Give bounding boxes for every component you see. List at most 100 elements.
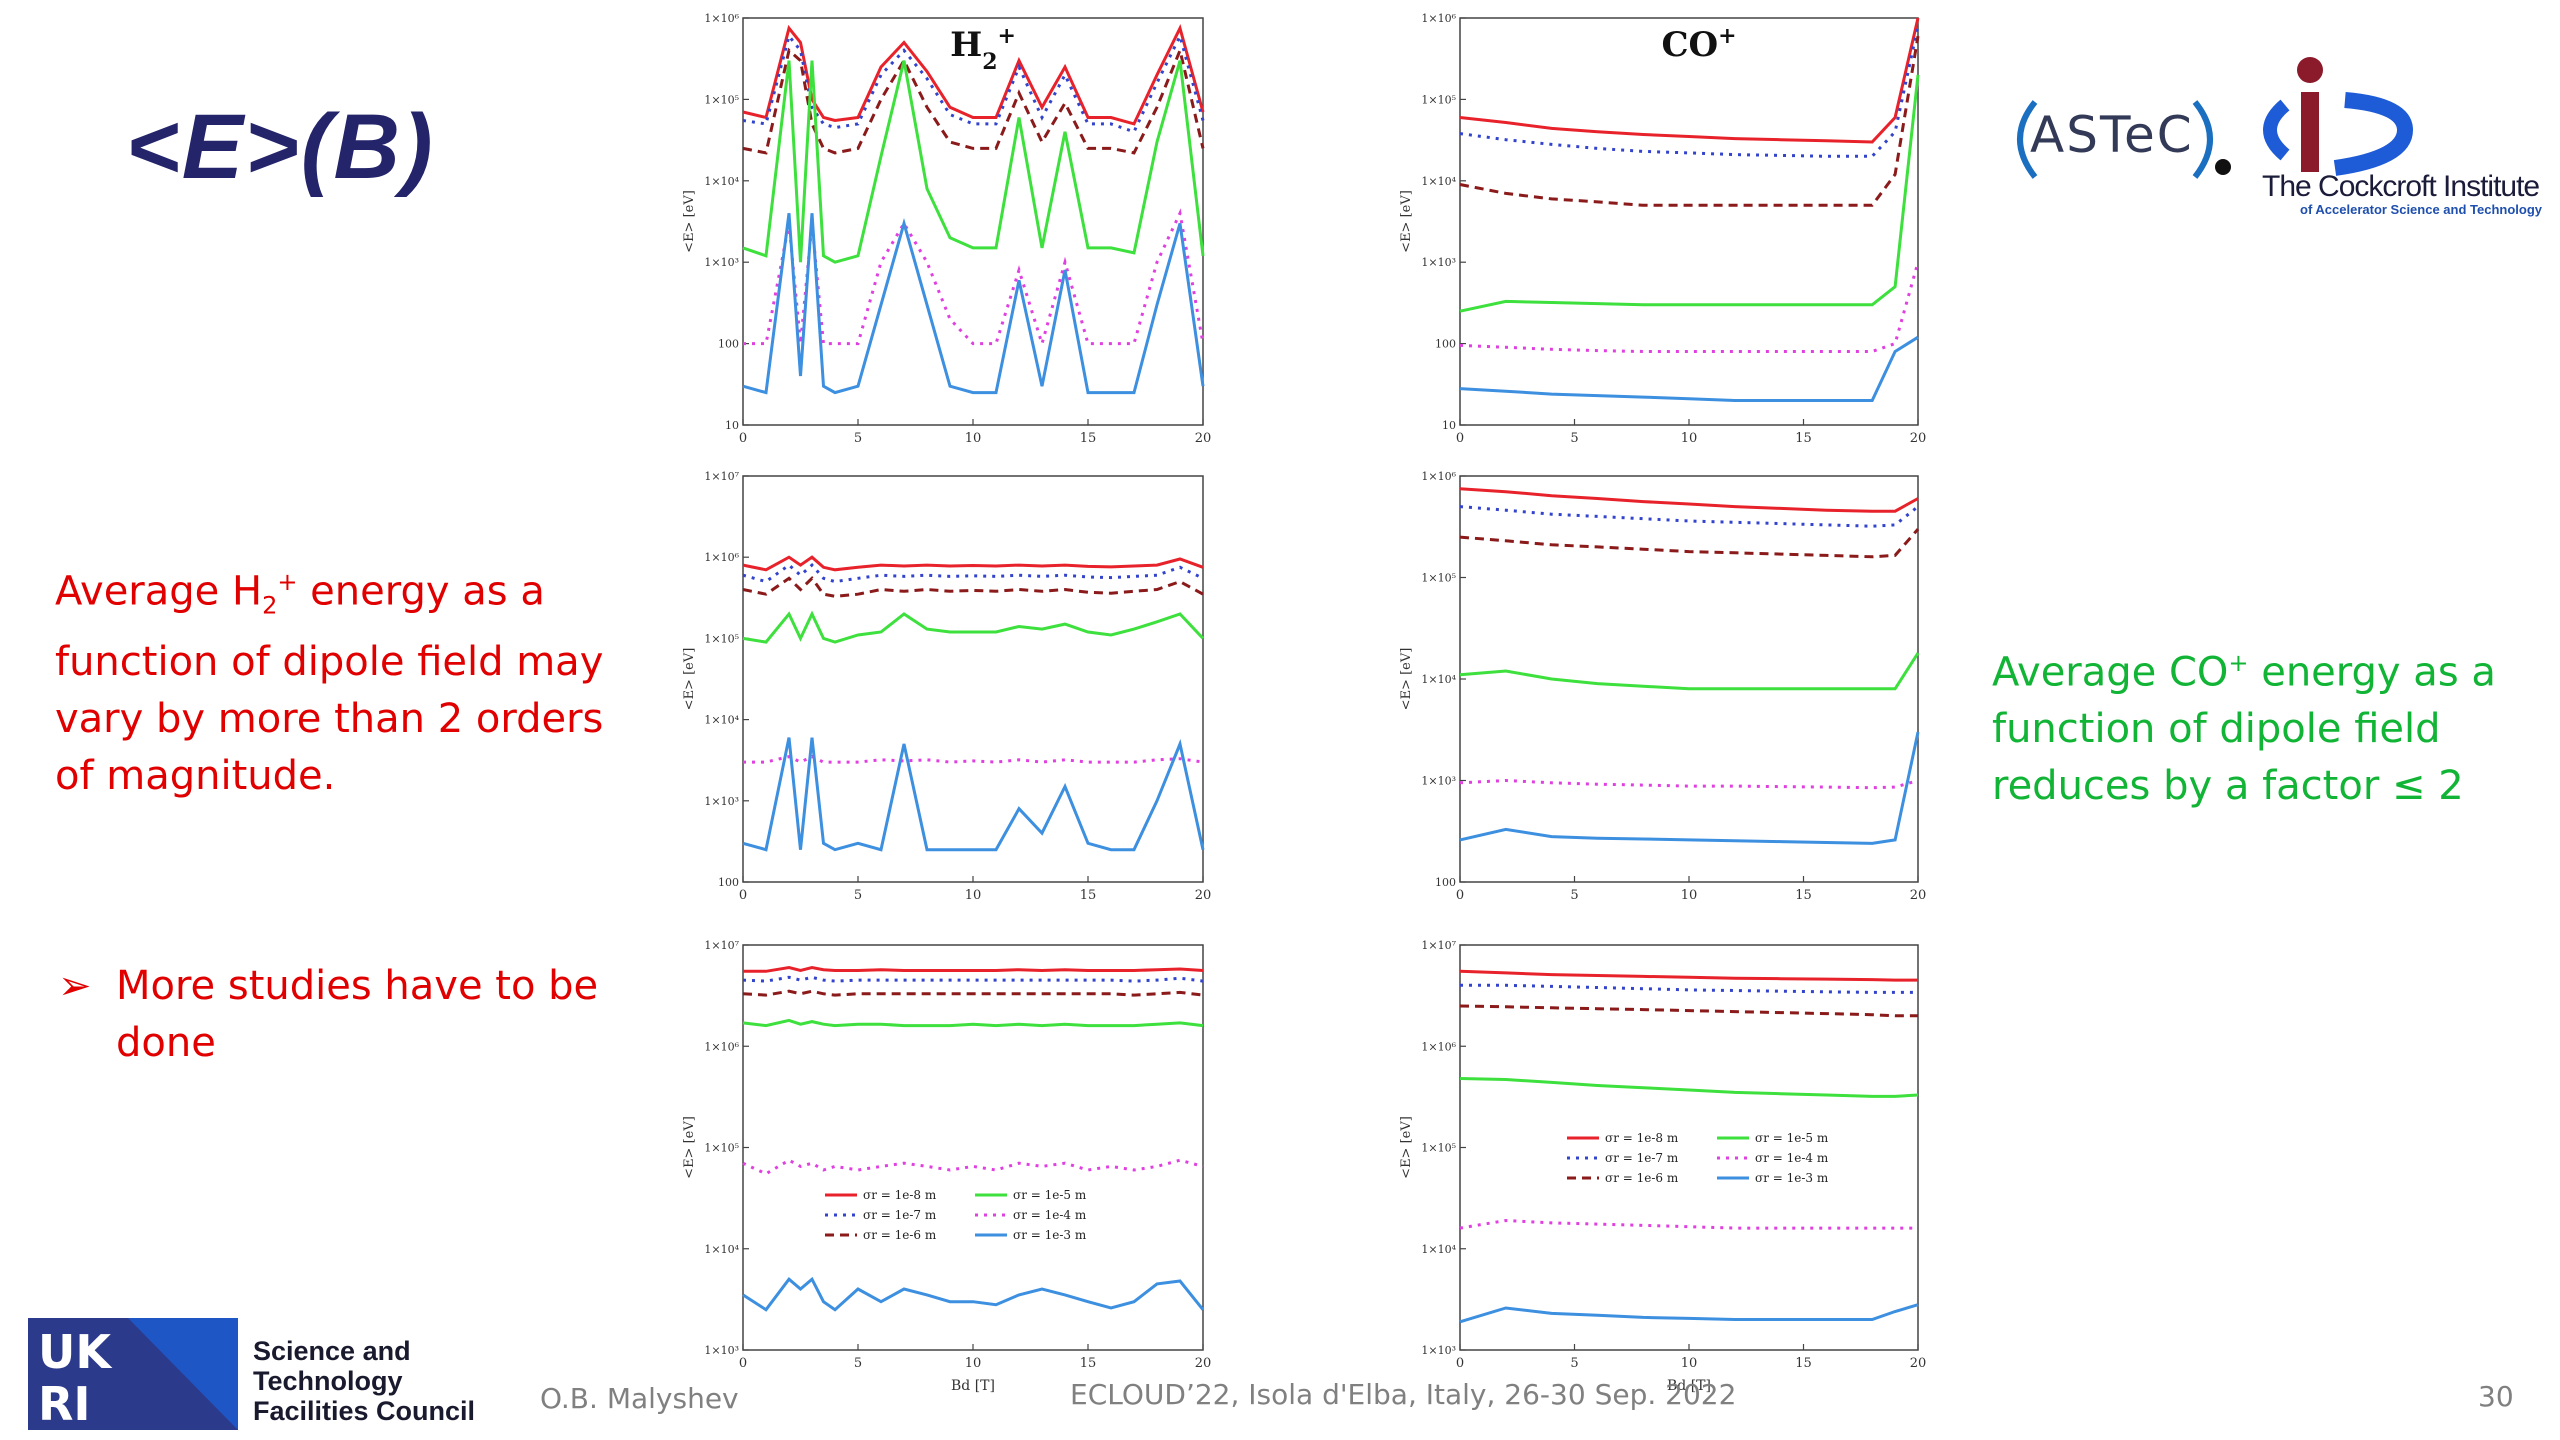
cockcroft-logo	[2263, 57, 2414, 176]
y-tick-label: 1×10⁶	[704, 1040, 739, 1053]
x-tick-label: 0	[739, 1356, 747, 1371]
bullet-text: More studies have to be done	[116, 963, 599, 1066]
series-line	[742, 23, 1205, 126]
series-line	[742, 576, 1204, 598]
y-tick-label: 1×10⁵	[1421, 93, 1456, 106]
x-tick-label: 15	[1080, 1356, 1097, 1371]
ukri-logo: UK RI	[28, 1318, 238, 1430]
series-line	[1459, 1077, 1919, 1098]
x-tick-label: 5	[1570, 431, 1578, 446]
series-line	[1459, 528, 1920, 559]
y-tick-label: 1×10⁵	[704, 93, 739, 106]
x-tick-label: 20	[1910, 431, 1927, 446]
y-tick-label: 1×10⁵	[704, 1142, 739, 1155]
chart-h2-top: 10 100 1×10³ 1×10⁴ 1×10⁵ 1×10⁶ 0 5 10 15 20 <E> [eV…	[682, 12, 1211, 446]
series-line	[1459, 74, 1920, 313]
series-line	[743, 754, 1204, 764]
svg-text:UK: UK	[38, 1325, 113, 1379]
legend-label: σr = 1e-5 m	[1755, 1131, 1829, 1145]
y-tick-label: 1×10⁵	[1421, 572, 1456, 585]
series-line	[742, 31, 1205, 134]
plot-frame	[742, 475, 1204, 883]
footer-author: O.B. Malyshev	[540, 1382, 739, 1415]
y-tick-label: 1×10⁵	[1421, 1142, 1456, 1155]
chart-h2-bot: 1×10³ 1×10⁴ 1×10⁵ 1×10⁶ 1×10⁷ 0 5 10 15 20 <E> [eV…	[682, 939, 1211, 1394]
y-tick-label: 1×10⁴	[704, 1243, 739, 1256]
legend-label: σr = 1e-8 m	[863, 1188, 937, 1202]
x-tick-label: 0	[739, 431, 747, 446]
plot-frame	[742, 944, 1204, 1351]
y-tick-label: 1×10⁷	[704, 939, 739, 952]
bullet-note: ➢ More studies have to be done	[58, 958, 618, 1072]
x-axis-label: Bd [T]	[1667, 1378, 1711, 1394]
x-axis-label: Bd [T]	[951, 1378, 995, 1394]
x-tick-label: 5	[1570, 1356, 1578, 1371]
x-tick-label: 5	[854, 888, 862, 903]
arrow-bullet-icon: ➢	[58, 963, 92, 1009]
x-tick-label: 0	[739, 888, 747, 903]
series-line	[1459, 505, 1919, 528]
series-line	[743, 965, 1204, 973]
y-tick-label: 100	[1435, 338, 1456, 351]
y-tick-label: 1×10⁷	[1421, 939, 1456, 952]
chart-h2-mid: 100 1×10³ 1×10⁴ 1×10⁵ 1×10⁶ 1×10⁷ 0 5 10 15 20 <E> …	[682, 470, 1211, 903]
series-line	[742, 737, 1205, 852]
series-line	[742, 213, 1205, 395]
legend-label: σr = 1e-6 m	[1605, 1171, 1679, 1185]
series-line	[1459, 17, 1920, 144]
y-axis-label: <E> [eV]	[682, 648, 697, 711]
series-line	[742, 1018, 1204, 1028]
series-line	[743, 208, 1205, 349]
chart-co-bot: 1×10³ 1×10⁴ 1×10⁵ 1×10⁶ 1×10⁷ 0 5 10 15 20 <E> [eV…	[1399, 939, 1926, 1394]
chart-co-mid: 100 1×10³ 1×10⁴ 1×10⁵ 1×10⁶ 0 5 10 15 20 <E> [eV]	[1399, 470, 1926, 903]
y-tick-label: 1×10⁴	[1421, 175, 1456, 188]
series-line	[1459, 778, 1919, 790]
x-tick-label: 20	[1910, 1356, 1927, 1371]
x-tick-label: 5	[854, 1356, 862, 1371]
series-line	[1459, 487, 1919, 513]
y-axis-label: <E> [eV]	[1399, 648, 1414, 711]
series-line	[742, 562, 1204, 584]
x-tick-label: 10	[1681, 1356, 1698, 1371]
series-line	[742, 989, 1204, 997]
left-note: Average H2+ energy as a function of dipo…	[55, 568, 604, 800]
legend-label: σr = 1e-3 m	[1755, 1171, 1829, 1185]
series-line	[1459, 1303, 1919, 1324]
y-tick-label: 1×10⁴	[1421, 1243, 1456, 1256]
series-line	[1459, 969, 1918, 982]
y-tick-label: 100	[718, 876, 739, 889]
legend-label: σr = 1e-6 m	[863, 1228, 937, 1242]
x-tick-label: 0	[1456, 888, 1464, 903]
x-tick-label: 5	[1570, 888, 1578, 903]
x-tick-label: 10	[965, 1356, 982, 1371]
y-tick-label: 1×10³	[704, 256, 739, 269]
x-tick-label: 15	[1795, 888, 1812, 903]
x-tick-label: 20	[1910, 888, 1927, 903]
x-tick-label: 20	[1195, 431, 1212, 446]
x-tick-label: 10	[965, 888, 982, 903]
y-axis-label: <E> [eV]	[1399, 190, 1414, 253]
series-line	[1459, 335, 1919, 402]
series-line	[1459, 25, 1920, 158]
y-tick-label: 1×10⁴	[704, 175, 739, 188]
plot-frame	[1459, 17, 1919, 426]
y-tick-label: 1×10⁶	[1421, 12, 1456, 25]
right-note: Average CO+ energy as a function of dipo…	[1992, 649, 2496, 810]
y-tick-label: 10	[725, 419, 739, 432]
series-line	[1459, 1004, 1918, 1018]
legend-label: σr = 1e-7 m	[1605, 1151, 1679, 1165]
x-tick-label: 5	[854, 431, 862, 446]
legend-label: σr = 1e-5 m	[1013, 1188, 1087, 1202]
legend-label: σr = 1e-3 m	[1013, 1228, 1087, 1242]
cockcroft-name: The Cockcroft Institute	[2262, 170, 2540, 203]
y-tick-label: 1×10⁶	[704, 12, 739, 25]
legend-label: σr = 1e-4 m	[1013, 1208, 1087, 1222]
y-tick-label: 1×10³	[1421, 1344, 1456, 1357]
series-line	[1459, 1218, 1918, 1230]
y-tick-label: 1×10³	[1421, 256, 1456, 269]
series-line	[1459, 731, 1920, 845]
slide-title: <E>(B)	[126, 96, 435, 198]
series-line	[1459, 652, 1920, 691]
astec-logo	[2017, 100, 2231, 179]
